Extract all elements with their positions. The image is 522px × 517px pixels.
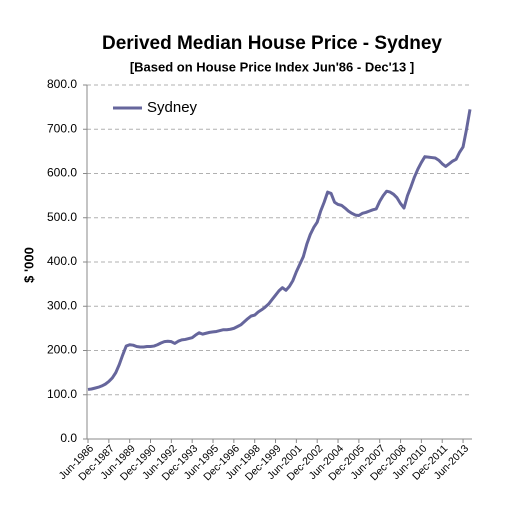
y-tick-label: 100.0 [47, 387, 77, 401]
y-axis-label: $ '000 [21, 247, 36, 283]
y-tick-label: 600.0 [47, 166, 77, 180]
y-tick-label: 200.0 [47, 343, 77, 357]
y-tick-label: 700.0 [47, 121, 77, 135]
legend-label: Sydney [147, 99, 198, 116]
y-tick-label: 400.0 [47, 254, 77, 268]
y-tick-label: 500.0 [47, 210, 77, 224]
series-line [87, 109, 472, 391]
chart-subtitle: [Based on House Price Index Jun'86 - Dec… [130, 59, 414, 74]
chart-title: Derived Median House Price - Sydney [102, 33, 442, 54]
y-tick-label: 300.0 [47, 298, 77, 312]
y-tick-label: 0.0 [60, 431, 77, 445]
y-tick-label: 800.0 [47, 77, 77, 91]
